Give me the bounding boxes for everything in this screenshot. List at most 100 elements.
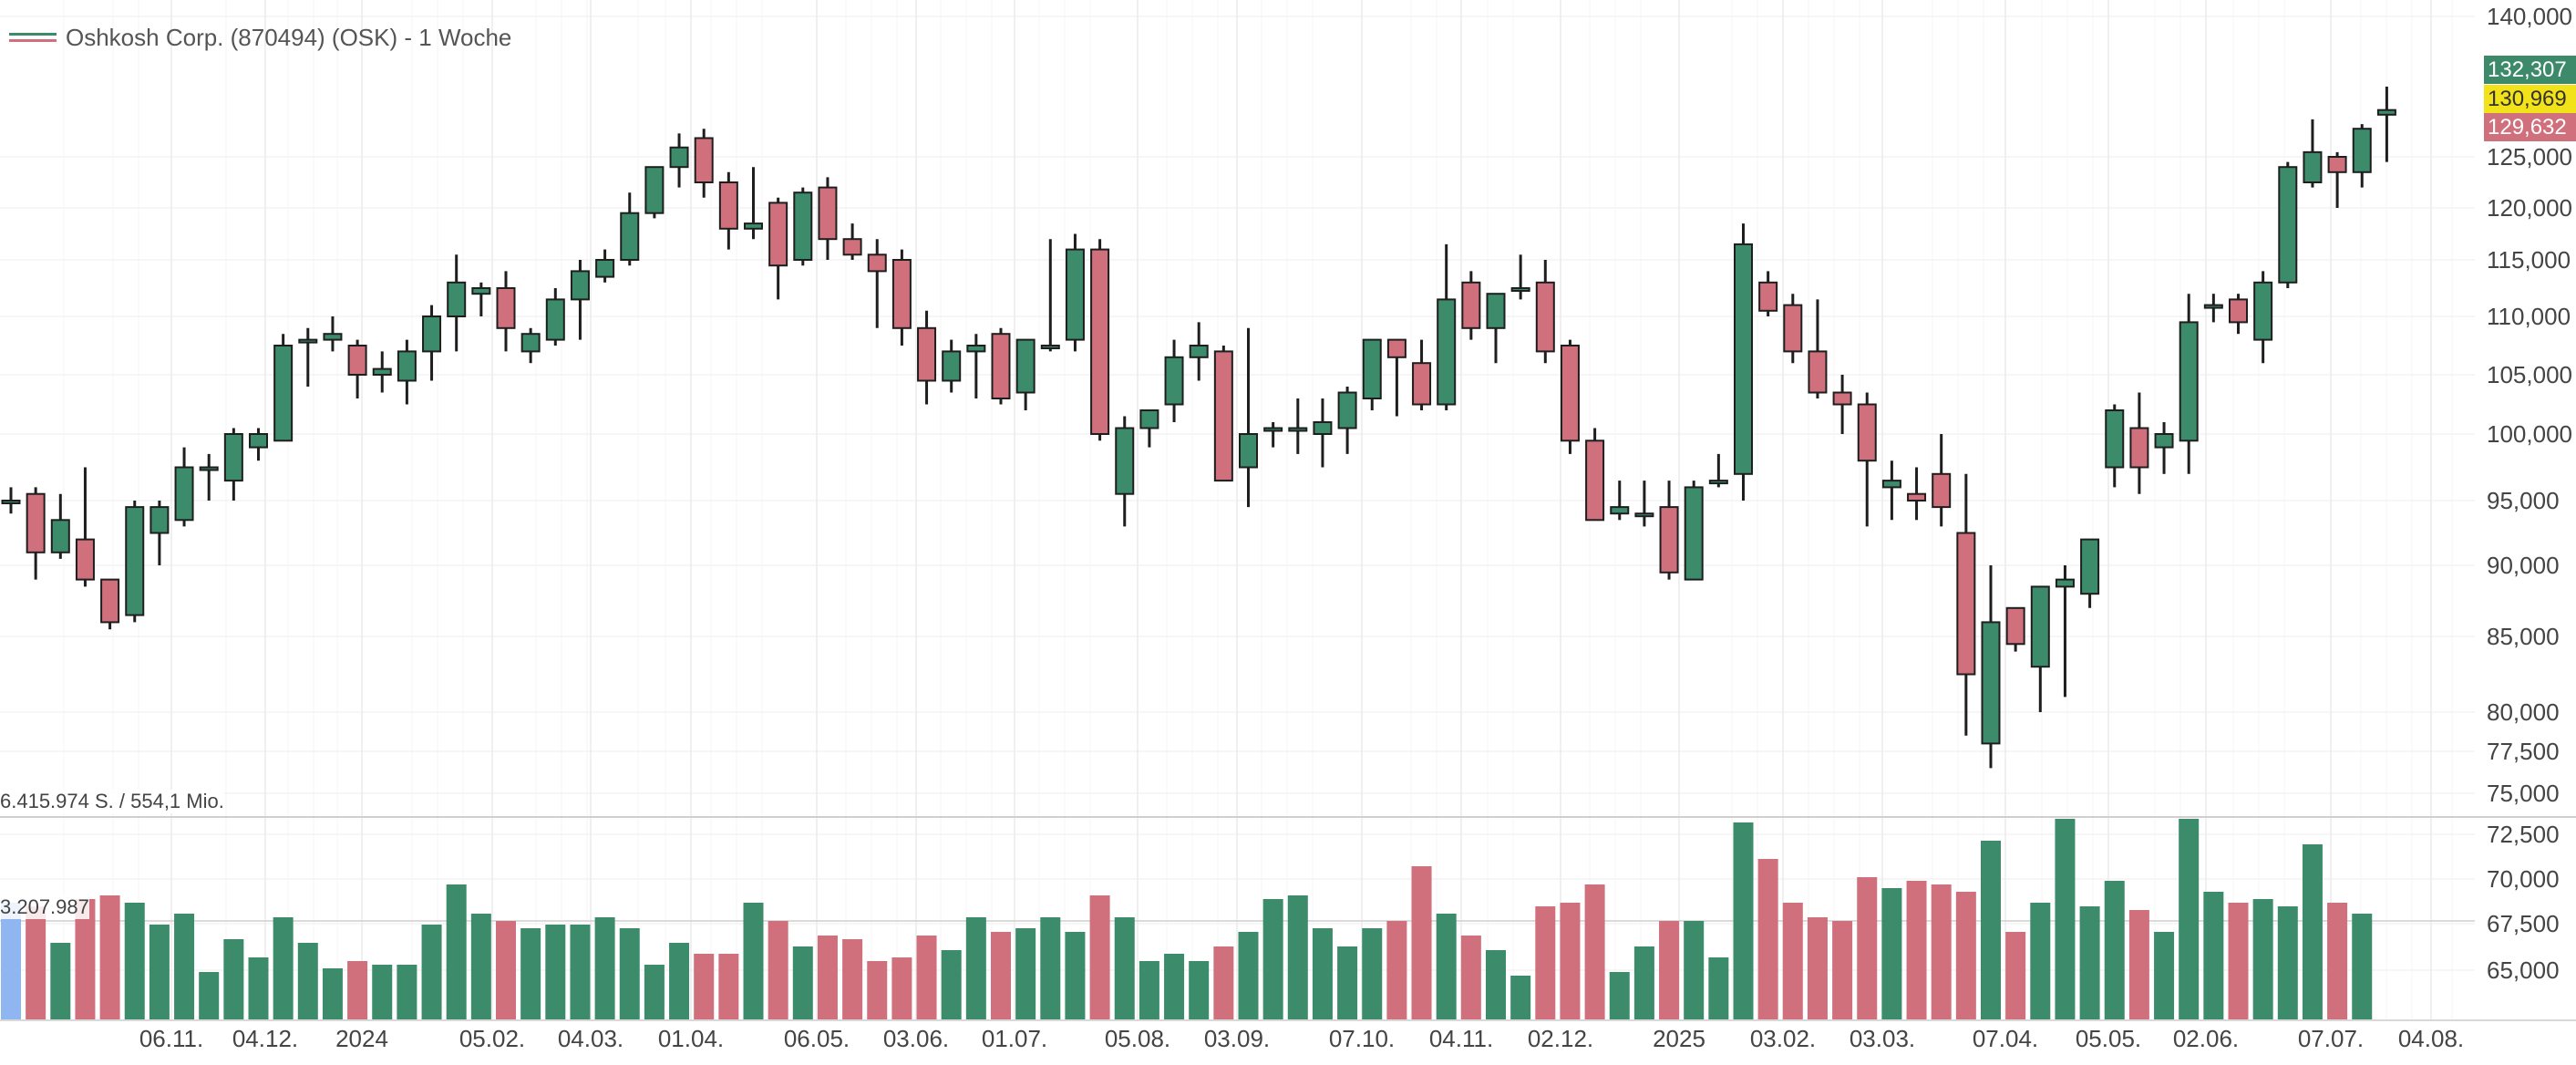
candle: [669, 133, 689, 188]
price-candles: [1, 87, 2396, 769]
series-swatch-icon: [9, 32, 57, 44]
candle: [1486, 293, 1506, 364]
volume-bar: [50, 943, 71, 1019]
candle-body: [2154, 433, 2174, 449]
volume-bar: [570, 925, 591, 1019]
candle: [447, 254, 467, 352]
volume-bar: [1857, 877, 1878, 1019]
candle-body: [1659, 506, 1679, 574]
candle-body: [744, 222, 763, 230]
candle: [1981, 565, 2001, 769]
candle: [1659, 481, 1679, 580]
x-tick-label: 05.05.: [2076, 1025, 2141, 1052]
volume-bar: [496, 921, 516, 1019]
candle-body: [1362, 338, 1382, 400]
y-tick-label: 65,000: [2487, 956, 2560, 984]
candle-body: [842, 238, 862, 256]
candle: [422, 305, 442, 381]
candle: [1090, 239, 1110, 441]
candle: [298, 327, 318, 387]
candle: [273, 334, 294, 442]
volume-bar: [149, 925, 170, 1019]
volume-bar: [520, 928, 541, 1019]
candle: [1907, 467, 1927, 521]
candle: [2352, 124, 2372, 188]
candle: [2030, 585, 2050, 712]
volume-bar: [1164, 954, 1185, 1019]
candle: [323, 316, 343, 352]
candle: [545, 288, 565, 346]
volume-bar: [891, 957, 912, 1019]
candle-body: [1461, 281, 1481, 329]
x-tick-label: 04.11.: [1429, 1025, 1493, 1052]
candle-body: [2080, 538, 2100, 595]
candle-body: [2352, 128, 2372, 173]
candle: [1783, 294, 1803, 364]
volume-bar: [1955, 892, 1976, 1019]
candle: [1956, 473, 1976, 736]
candle: [842, 223, 862, 260]
x-tick-label: 03.02.: [1750, 1025, 1816, 1052]
volume-bar: [1436, 914, 1457, 1019]
y-tick-label: 72,500: [2487, 821, 2560, 848]
candle: [1412, 339, 1432, 410]
candle-body: [2376, 109, 2396, 116]
candle-body: [447, 281, 467, 317]
candle-body: [1115, 427, 1135, 495]
volume-bar: [1560, 903, 1581, 1019]
volume-bar: [842, 939, 863, 1019]
candle: [942, 339, 962, 393]
candle: [1734, 223, 1753, 501]
volume-bar: [1584, 884, 1605, 1019]
candle: [1213, 346, 1233, 482]
candle: [199, 453, 219, 501]
candle: [1362, 338, 1382, 410]
x-tick-label: 07.04.: [1973, 1025, 2038, 1052]
chart-title: Oshkosh Corp. (870494) (OSK) - 1 Woche: [66, 24, 512, 51]
candle: [1189, 322, 1209, 381]
candle-body: [1881, 480, 1901, 489]
candle: [26, 487, 46, 580]
candle-body: [1, 500, 21, 504]
candle: [1610, 481, 1630, 521]
candle: [1881, 460, 1901, 521]
candle-body: [298, 338, 318, 344]
candle: [818, 177, 838, 260]
chart-legend[interactable]: Oshkosh Corp. (870494) (OSK) - 1 Woche: [9, 24, 511, 52]
x-tick-label: 04.12.: [232, 1025, 298, 1052]
x-axis: 06.11. 04.12. 2024 05.02. 04.03. 01.04. 06.05.…: [139, 1025, 2464, 1052]
volume-bar: [1486, 950, 1506, 1019]
volume-bar: [1238, 932, 1259, 1019]
candle-body: [50, 519, 70, 553]
volume-reference-label: 3.207.987: [0, 895, 89, 919]
volume-bar: [1411, 866, 1432, 1019]
volume-bar: [174, 914, 195, 1019]
candle: [2327, 151, 2347, 208]
candle-body: [570, 270, 590, 301]
candle: [768, 197, 788, 300]
candle: [867, 239, 887, 328]
volume-bar: [1807, 917, 1828, 1019]
y-tick-label: 80,000: [2487, 698, 2560, 726]
candle: [2080, 538, 2100, 608]
candle-body: [2055, 578, 2075, 588]
x-tick-label: 2024: [335, 1025, 388, 1052]
x-tick-label: 01.07.: [982, 1025, 1047, 1052]
candle-body: [1486, 293, 1506, 329]
candle-body: [1313, 421, 1333, 435]
candle-body: [471, 287, 491, 295]
y-tick-label: 70,000: [2487, 865, 2560, 893]
candle-body: [620, 212, 640, 261]
candle-body: [718, 181, 738, 230]
candle-body: [2179, 321, 2199, 442]
volume-bar: [1981, 841, 2001, 1019]
y-tick-label: 115,000: [2487, 246, 2571, 274]
volume-bar: [470, 914, 491, 1019]
candle-body: [174, 466, 194, 522]
volume-bar: [2005, 932, 2026, 1019]
x-tick-label: 02.12.: [1528, 1025, 1593, 1052]
volume-bar: [1708, 957, 1729, 1019]
candle-body: [2129, 427, 2149, 469]
candle: [496, 271, 516, 352]
volume-bar: [619, 928, 640, 1019]
